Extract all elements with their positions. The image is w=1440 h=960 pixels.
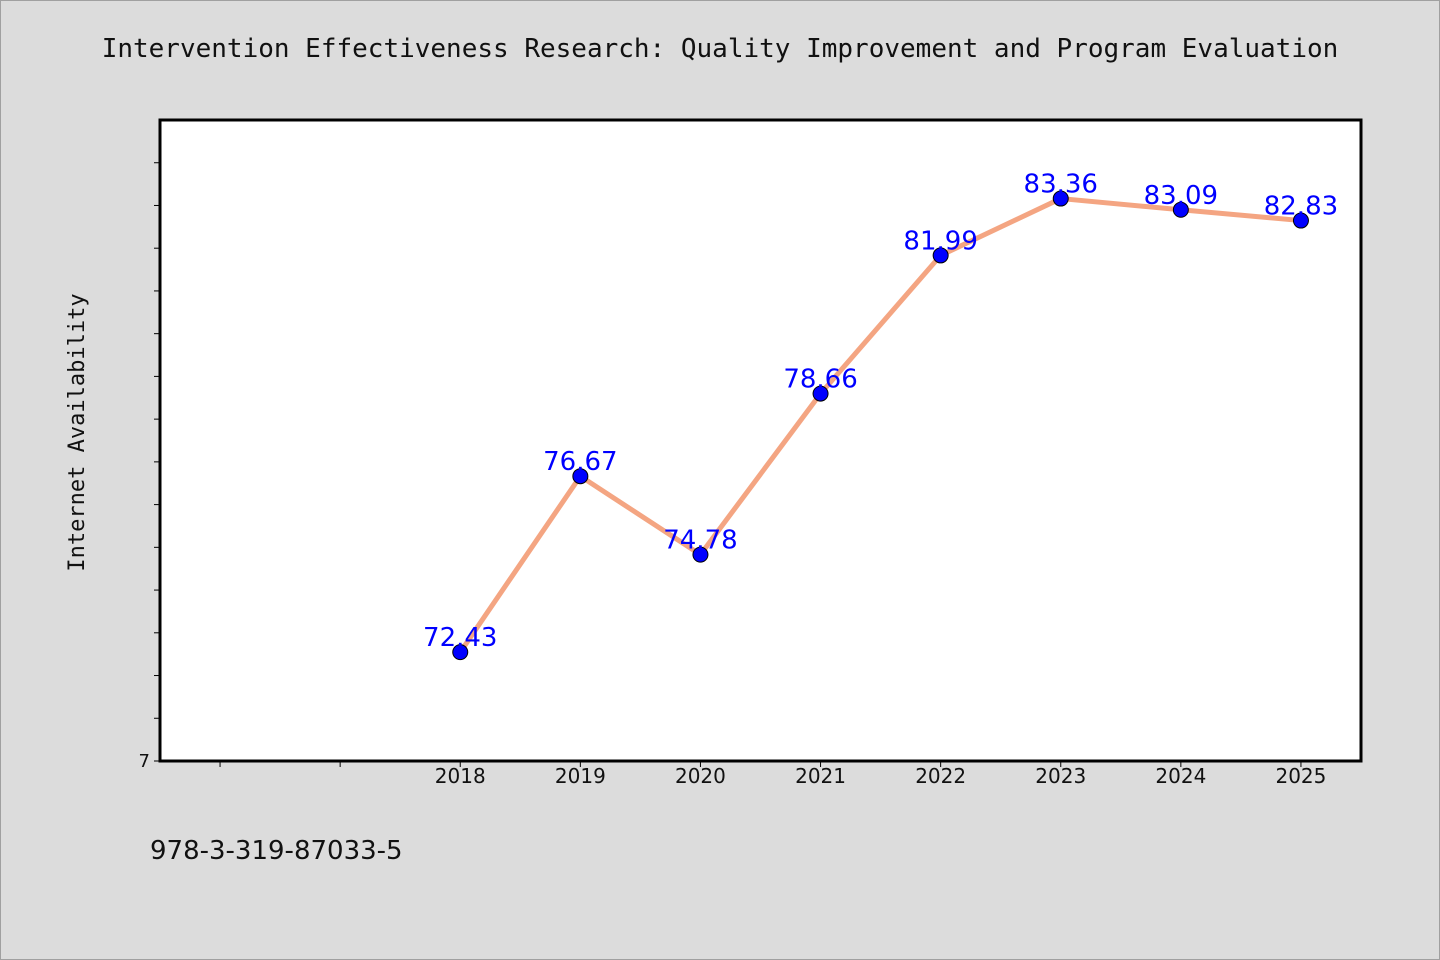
data-label: 83.36 [1024, 170, 1098, 200]
x-tick-label: 2018 [435, 764, 486, 788]
axis-ticks: 7 2018 2019 2020 2021 2022 2023 2024 2025 [139, 162, 1326, 788]
data-point-marker [1172, 201, 1189, 218]
data-label: 74.78 [663, 526, 737, 556]
isbn-text: 978-3-319-87033-5 [150, 836, 403, 866]
data-point-marker [932, 247, 949, 264]
data-point-marker [1052, 190, 1069, 207]
x-tick-label: 2025 [1275, 764, 1326, 788]
chart-title: Intervention Effectiveness Research: Qua… [101, 34, 1339, 64]
series-line [458, 196, 1302, 654]
data-point-marker [572, 468, 589, 485]
y-tick-label: 7 [139, 751, 150, 772]
data-label: 76.67 [543, 447, 617, 477]
data-label: 78.66 [783, 365, 857, 395]
data-point-marker [692, 546, 709, 563]
data-labels-group: 72.43 76.67 74.78 78.66 81.99 83.36 83.09 82.83 [423, 170, 1338, 654]
x-tick-label: 2022 [915, 764, 966, 788]
x-tick-label: 2023 [1035, 764, 1086, 788]
x-tick-label: 2020 [675, 764, 726, 788]
x-tick-label: 2021 [795, 764, 846, 788]
x-tick-label: 2024 [1155, 764, 1206, 788]
data-point-marker [812, 385, 829, 402]
markers-group [452, 190, 1309, 661]
plot-area [158, 118, 1363, 763]
data-label: 82.83 [1264, 192, 1338, 222]
data-label: 72.43 [423, 623, 497, 653]
data-label: 81.99 [903, 226, 977, 256]
data-label: 83.09 [1144, 181, 1218, 211]
series-line-group [458, 196, 1302, 654]
x-tick-label: 2019 [555, 764, 606, 788]
y-axis-label: Internet Availability [65, 293, 90, 571]
data-point-marker [452, 644, 469, 661]
data-point-marker [1292, 212, 1309, 229]
